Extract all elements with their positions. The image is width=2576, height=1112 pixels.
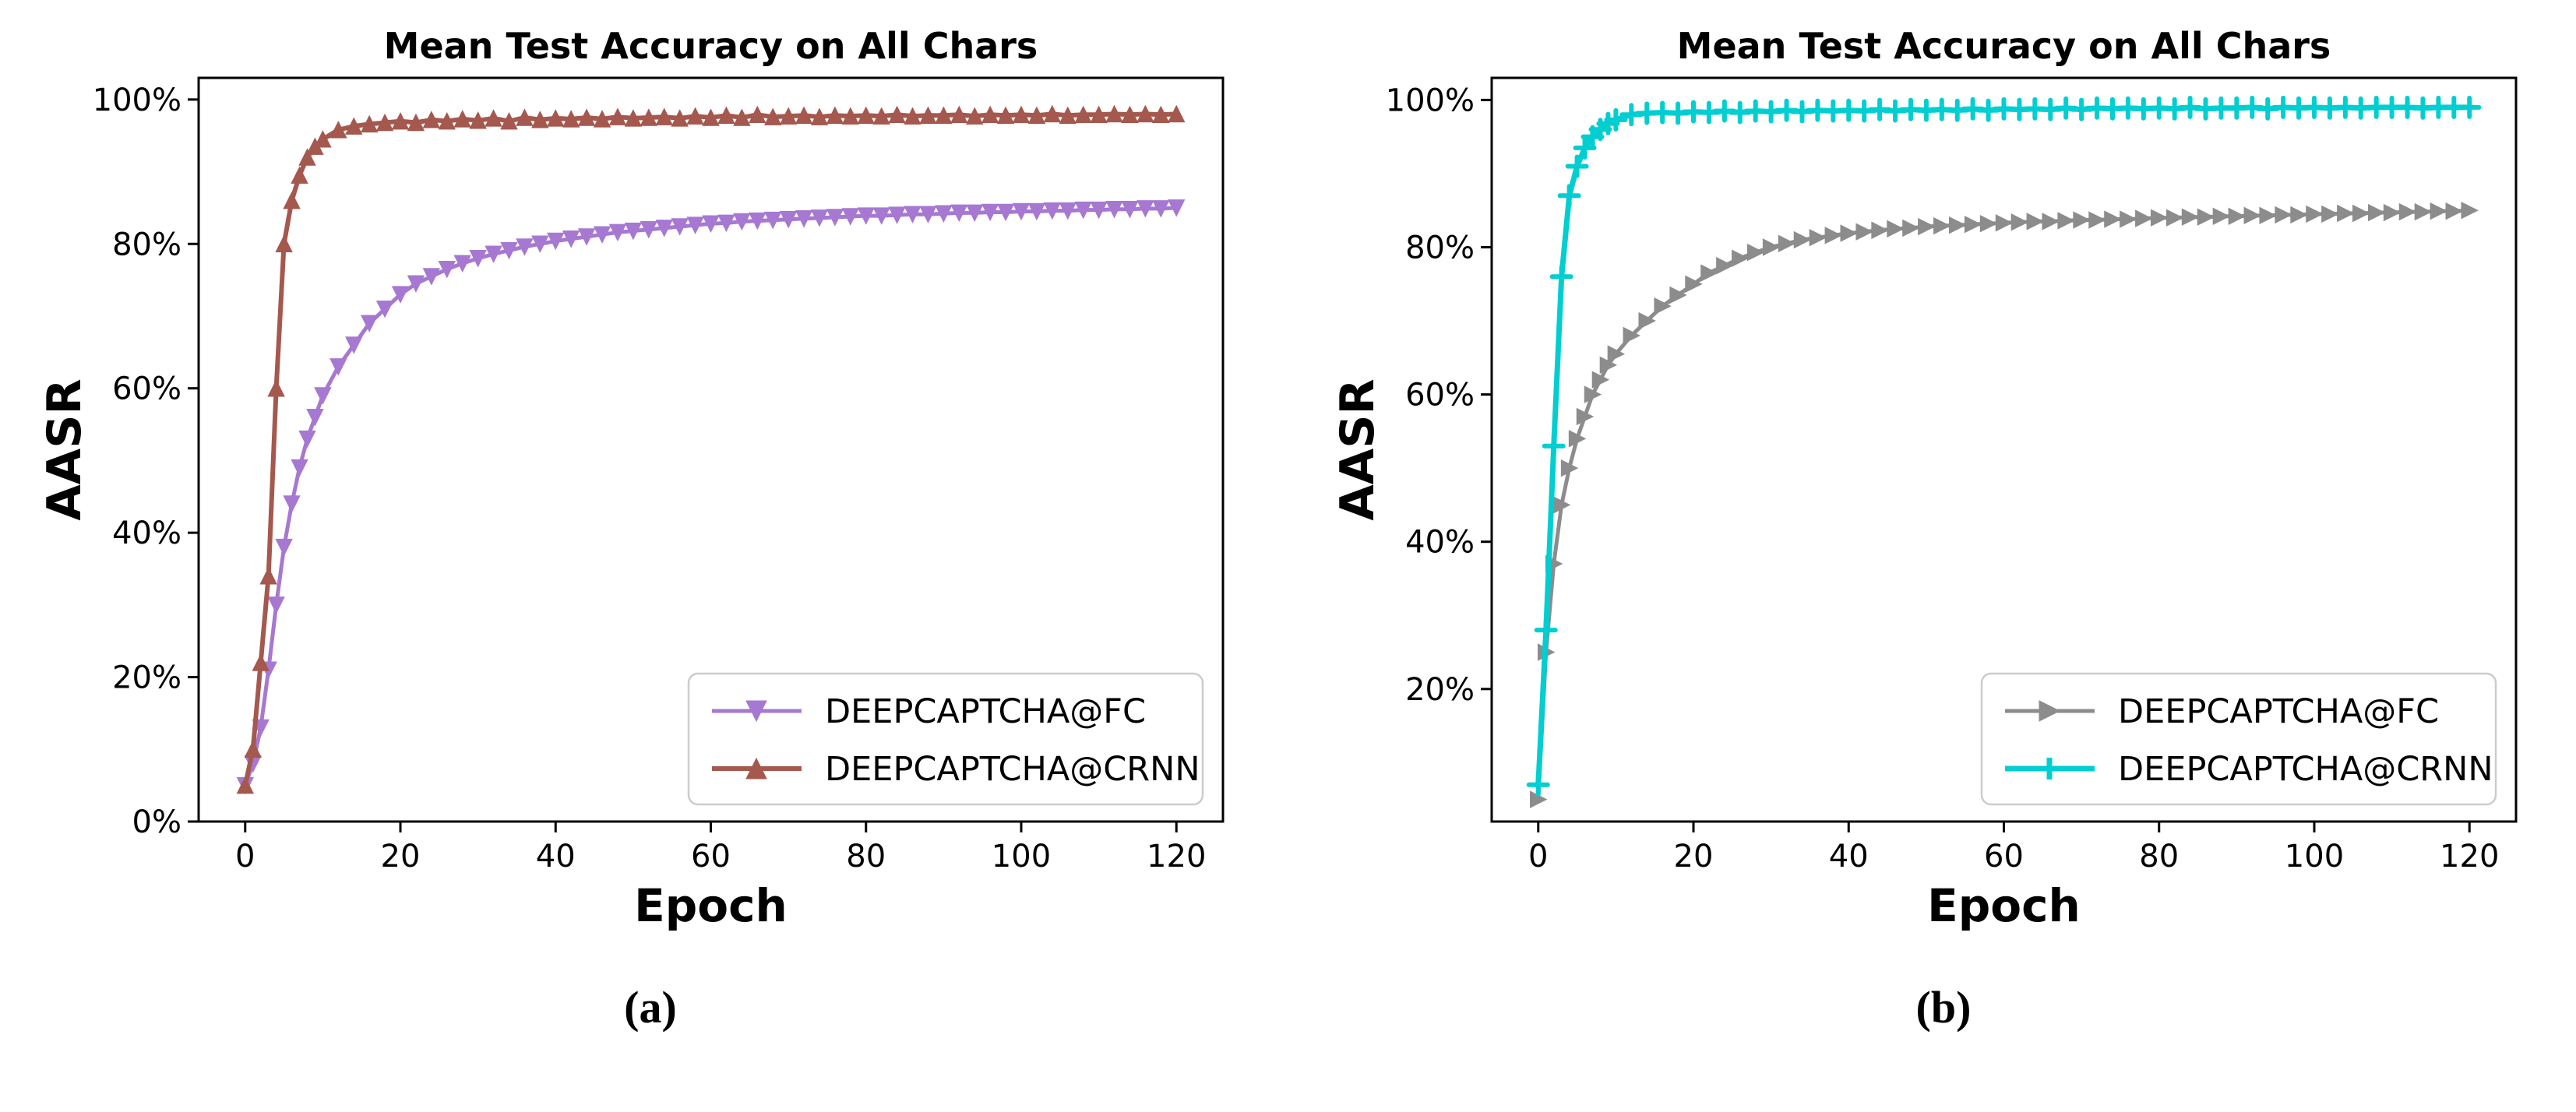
chart-a: Mean Test Accuracy on All Chars 0 20 40 60 80…: [43, 25, 1225, 932]
series-markers-1: [1526, 95, 2482, 797]
legend-box: [1980, 672, 2497, 806]
chart-title: Mean Test Accuracy on All Chars: [384, 25, 1038, 67]
legend-label: DEEPCAPTCHA@FC: [2118, 692, 2439, 731]
x-tick-label: 60: [691, 839, 731, 874]
chart-title: Mean Test Accuracy on All Chars: [1677, 25, 2331, 67]
x-tick-label: 80: [846, 839, 886, 874]
x-axis-label: Epoch: [634, 879, 788, 932]
y-tick-label: 0%: [132, 804, 181, 840]
axes-spines: [1490, 76, 2518, 823]
y-tick-label: 20%: [112, 660, 181, 696]
y-tick-label: 80%: [1405, 230, 1475, 266]
legend-label: DEEPCAPTCHA@CRNN: [2118, 750, 2493, 789]
x-tick-label: 80: [2139, 839, 2179, 874]
x-tick-label: 40: [536, 839, 576, 874]
x-tick-label: 0: [235, 839, 255, 874]
subfigure-b: Mean Test Accuracy on All Chars 0 20 40 60 80…: [1336, 19, 2551, 1033]
y-tick-label: 60%: [112, 371, 181, 407]
x-tick-label: 20: [381, 839, 421, 874]
caption-b: (b): [1915, 982, 1972, 1033]
x-tick-label: 100: [992, 839, 1051, 874]
caption-a: (a): [624, 982, 677, 1033]
y-tick-label: 100%: [1386, 83, 1475, 118]
x-tick-label: 40: [1829, 839, 1869, 874]
x-tick-label: 60: [1984, 839, 2024, 874]
y-tick-label: 80%: [112, 227, 181, 262]
x-tick-label: 120: [2440, 839, 2499, 874]
legend-label: DEEPCAPTCHA@FC: [825, 692, 1146, 731]
y-axis-label: AASR: [1336, 378, 1385, 520]
x-tick-label: 20: [1674, 839, 1714, 874]
series-markers-0: [1530, 201, 2479, 808]
legend-box: [687, 672, 1204, 806]
figure-panel: Mean Test Accuracy on All Chars 0 20 40 60 80…: [43, 19, 2551, 1033]
y-tick-label: 100%: [93, 83, 181, 118]
legend-sample-marker: [2039, 700, 2061, 722]
y-tick-label: 20%: [1405, 672, 1475, 708]
series-markers-1: [236, 104, 1186, 794]
x-tick-label: 100: [2285, 839, 2344, 874]
subfigure-a: Mean Test Accuracy on All Chars 0 20 40 60 80…: [43, 19, 1258, 1033]
y-axis-label: AASR: [43, 378, 92, 520]
x-tick-label: 0: [1528, 839, 1548, 874]
y-tick-label: 40%: [112, 516, 181, 551]
y-tick-label: 60%: [1405, 378, 1475, 413]
legend-sample-marker: [745, 757, 767, 779]
legend-sample-marker: [745, 700, 767, 723]
y-tick-label: 40%: [1405, 525, 1475, 561]
x-tick-label: 120: [1147, 839, 1206, 874]
chart-b: Mean Test Accuracy on All Chars 0 20 40 60 80…: [1336, 25, 2518, 932]
legend-label: DEEPCAPTCHA@CRNN: [825, 750, 1200, 789]
x-axis-label: Epoch: [1927, 879, 2081, 932]
axes-spines: [197, 76, 1225, 823]
legend-sample-marker: [2039, 758, 2060, 779]
